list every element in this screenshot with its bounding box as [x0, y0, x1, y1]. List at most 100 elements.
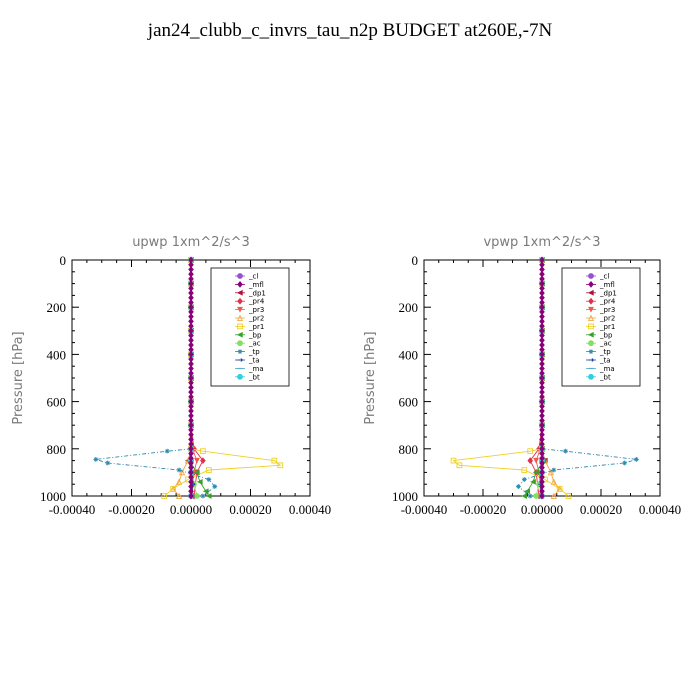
legend-label: _pr1: [599, 323, 615, 331]
data-point: [188, 492, 194, 500]
legend-label: _pr1: [248, 323, 264, 331]
x-tick-label: -0.00020: [108, 502, 155, 517]
data-point: [563, 448, 568, 454]
legend-entry: _mfl: [586, 281, 615, 289]
zero-profile-markers: [188, 256, 194, 500]
legend-marker: [237, 340, 243, 347]
legend-marker: [587, 331, 594, 338]
data-point: [551, 467, 557, 473]
y-tick-label: 200: [399, 300, 419, 315]
x-tick-label: 0.00020: [580, 502, 622, 517]
x-tick-label: -0.00040: [49, 502, 96, 517]
legend-label: _pr2: [248, 315, 264, 323]
legend-entry: _tp: [235, 348, 260, 356]
data-point: [194, 493, 200, 499]
legend-box: [561, 267, 641, 387]
data-point: [527, 448, 534, 455]
data-point: [105, 460, 111, 466]
data-point: [271, 457, 278, 464]
series-pr1: [450, 257, 572, 499]
legend-label: _ac: [248, 340, 261, 348]
data-point: [550, 478, 557, 485]
data-point: [277, 462, 284, 469]
legend-label: _tp: [248, 348, 260, 356]
data-point: [175, 478, 183, 485]
data-point: [622, 460, 627, 466]
y-tick-label: 1000: [392, 489, 418, 504]
y-tick-label: 600: [47, 395, 67, 410]
legend-entry: _cl: [235, 273, 258, 281]
data-point: [205, 493, 212, 499]
data-point: [161, 493, 168, 499]
x-tick-label: 0.00000: [170, 502, 212, 517]
legend-marker: [236, 314, 244, 321]
data-point: [530, 478, 536, 485]
data-point: [196, 478, 203, 485]
chart-title: upwp 1xm^2/s^3: [132, 235, 250, 250]
chart-title: vpwp 1xm^2/s^3: [483, 235, 600, 250]
x-tick-label: -0.00020: [460, 502, 507, 517]
x-tick-label: 0.00020: [229, 502, 271, 517]
legend-entry: _pr4: [586, 298, 616, 306]
y-axis-label: Pressure [hPa]: [11, 331, 26, 424]
legend-entry: _ma: [235, 365, 264, 373]
legend-label: _cl: [599, 273, 609, 281]
data-point: [533, 469, 539, 476]
data-point: [556, 486, 563, 492]
legend-marker: [237, 281, 243, 288]
data-point: [547, 468, 554, 476]
legend-label: _dp1: [248, 289, 266, 297]
legend-marker: [237, 306, 243, 313]
legend-label: _tp: [599, 348, 611, 356]
legend-entry: _bp: [586, 331, 613, 339]
data-point: [524, 488, 530, 495]
data-point: [521, 467, 528, 473]
legend-marker: [236, 331, 243, 338]
data-point: [170, 486, 177, 492]
x-tick-label: 0.00000: [521, 502, 563, 517]
legend-entry: _pr2: [586, 315, 615, 323]
legend-marker: [588, 281, 594, 288]
data-point: [206, 477, 212, 482]
legend-entry: _pr4: [235, 298, 265, 306]
legend-label: _bt: [248, 373, 260, 381]
data-point: [456, 462, 463, 469]
y-tick-label: 800: [399, 442, 419, 457]
y-tick-label: 400: [47, 347, 67, 362]
legend-label: _bp: [248, 331, 262, 339]
y-tick-label: 800: [47, 442, 67, 457]
page-title: jan24_clubb_c_invrs_tau_n2p BUDGET at260…: [147, 20, 553, 41]
series-tp: [93, 257, 218, 499]
legend-marker: [588, 297, 594, 305]
legend-label: _mfl: [599, 281, 615, 289]
data-point: [212, 484, 218, 489]
legend-marker: [587, 289, 594, 296]
legend: _cl_mfl_dp1_pr4_pr3_pr2_pr1_bp_ac_tp_ta_…: [210, 267, 290, 387]
legend-marker: [587, 314, 595, 321]
legend-entry: _ma: [586, 365, 615, 373]
data-point: [450, 457, 457, 464]
legend-label: _pr3: [248, 306, 264, 314]
data-point: [194, 457, 200, 464]
data-point: [550, 492, 557, 499]
data-point: [193, 469, 200, 476]
legend-entry: _dp1: [235, 289, 266, 297]
y-tick-label: 1000: [40, 489, 66, 504]
legend-entry: _pr3: [235, 306, 264, 314]
legend-entry: _pr2: [235, 315, 264, 323]
legend-entry: _dp1: [586, 289, 617, 297]
legend-entry: _bp: [235, 331, 262, 339]
legend-label: _pr3: [599, 306, 615, 314]
data-point: [533, 457, 539, 464]
legend-marker: [588, 306, 594, 313]
y-tick-label: 600: [399, 395, 419, 410]
legend-entry: _pr1: [235, 323, 264, 331]
legend-marker: [237, 297, 243, 305]
legend-marker: [237, 323, 243, 330]
legend-entry: _pr1: [586, 323, 615, 331]
legend-label: _ac: [599, 340, 612, 348]
legend-entry: _mfl: [235, 281, 264, 289]
y-tick-label: 0: [412, 253, 419, 268]
legend-label: _dp1: [599, 289, 617, 297]
legend-marker: [588, 373, 594, 380]
